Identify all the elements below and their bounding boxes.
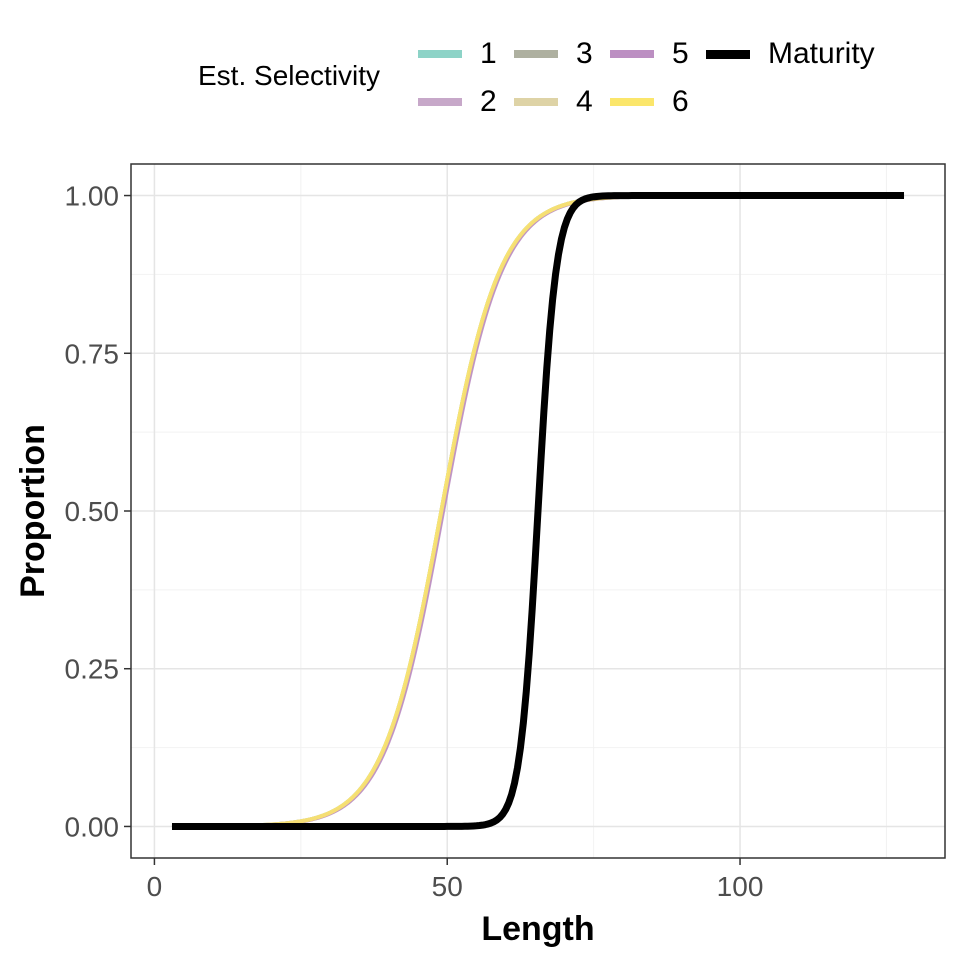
- legend-label: Maturity: [768, 37, 875, 70]
- y-axis-title: Proportion: [14, 424, 52, 598]
- legend-label: 5: [672, 37, 689, 70]
- legend-item-maturity: Maturity: [706, 36, 875, 72]
- legend-key: [610, 50, 654, 58]
- y-tick-label: 1.00: [65, 181, 120, 212]
- legend-key: [418, 50, 462, 58]
- legend-item-2: 2: [418, 84, 497, 120]
- y-axis: 0.00 0.25 0.50 0.75 1.00: [65, 181, 131, 842]
- y-tick-label: 0.25: [65, 654, 120, 685]
- y-tick-label: 0.00: [65, 811, 120, 842]
- legend-label: 4: [576, 85, 593, 118]
- legend-label: 1: [480, 37, 497, 70]
- legend: Est. Selectivity 1 2 3 4 5 6 Maturity: [0, 0, 960, 140]
- legend-item-4: 4: [514, 84, 593, 120]
- legend-label: 2: [480, 85, 497, 118]
- x-axis: 0 50 100: [147, 858, 764, 902]
- x-tick-label: 50: [432, 871, 463, 902]
- x-axis-title: Length: [481, 910, 594, 948]
- y-tick-label: 0.75: [65, 338, 120, 369]
- legend-label: 3: [576, 37, 593, 70]
- legend-label: 6: [672, 85, 689, 118]
- series-lines: [171, 192, 905, 830]
- legend-item-3: 3: [514, 36, 593, 72]
- x-tick-label: 100: [717, 871, 764, 902]
- legend-key: [418, 98, 462, 106]
- legend-title: Est. Selectivity: [198, 60, 381, 91]
- series-line-maturity: [171, 192, 905, 830]
- x-tick-label: 0: [147, 871, 163, 902]
- legend-item-6: 6: [610, 84, 689, 120]
- legend-key: [706, 49, 750, 59]
- legend-item-1: 1: [418, 36, 497, 72]
- legend-key: [610, 98, 654, 106]
- legend-key: [514, 50, 558, 58]
- legend-item-5: 5: [610, 36, 689, 72]
- legend-key: [514, 98, 558, 106]
- y-tick-label: 0.50: [65, 496, 120, 527]
